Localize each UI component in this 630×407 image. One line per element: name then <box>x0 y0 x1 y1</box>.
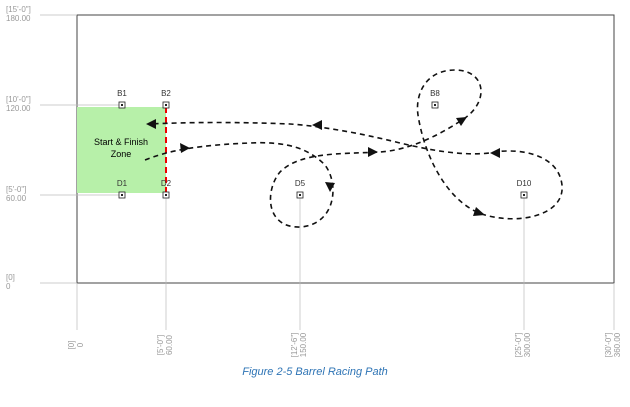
barrel-dot <box>434 104 436 106</box>
x-label: [12'-6"] <box>290 333 299 358</box>
barrel-dot <box>165 194 167 196</box>
y-label: 120.00 <box>6 104 31 113</box>
y-label: [15'-0"] <box>6 5 31 14</box>
y-label: 0 <box>6 282 11 291</box>
race-path <box>144 69 563 228</box>
y-label: [0] <box>6 273 15 282</box>
x-label: [0] <box>67 341 76 350</box>
x-label: 150.00 <box>299 332 308 357</box>
y-label: 180.00 <box>6 14 31 23</box>
barrel-dot <box>165 104 167 106</box>
zone-label: Start & Finish <box>94 137 148 147</box>
barrel-label: D5 <box>295 179 306 188</box>
arrow <box>456 117 467 126</box>
barrel-label: D2 <box>161 179 172 188</box>
arrow <box>180 143 190 153</box>
arrow <box>312 120 322 130</box>
arrow <box>325 182 335 192</box>
barrel-dot <box>121 104 123 106</box>
y-label: [10'-0"] <box>6 95 31 104</box>
y-label: [5'-0"] <box>6 185 26 194</box>
barrel-dot <box>121 194 123 196</box>
y-label: 60.00 <box>6 194 27 203</box>
x-label: 60.00 <box>165 334 174 355</box>
x-label: 360.00 <box>613 332 622 357</box>
barrel-label: D1 <box>117 179 128 188</box>
barrel-label: D10 <box>517 179 532 188</box>
x-label: 0 <box>76 342 85 347</box>
arrow <box>368 147 378 157</box>
arrow <box>146 119 156 129</box>
barrel-dot <box>523 194 525 196</box>
arrows <box>146 117 500 216</box>
caption: Figure 2-5 Barrel Racing Path <box>242 366 388 378</box>
zone-label: Zone <box>111 149 132 159</box>
barrel-label: B8 <box>430 89 440 98</box>
barrel-label: B1 <box>117 89 127 98</box>
barrel-dot <box>299 194 301 196</box>
arrow <box>473 207 485 216</box>
start-zone <box>77 107 166 193</box>
x-label: [30'-0"] <box>604 333 613 358</box>
x-label: [25'-0"] <box>514 333 523 358</box>
x-label: [5'-0"] <box>156 335 165 355</box>
barrel-label: B2 <box>161 89 171 98</box>
arrow <box>490 148 500 158</box>
x-label: 300.00 <box>523 332 532 357</box>
